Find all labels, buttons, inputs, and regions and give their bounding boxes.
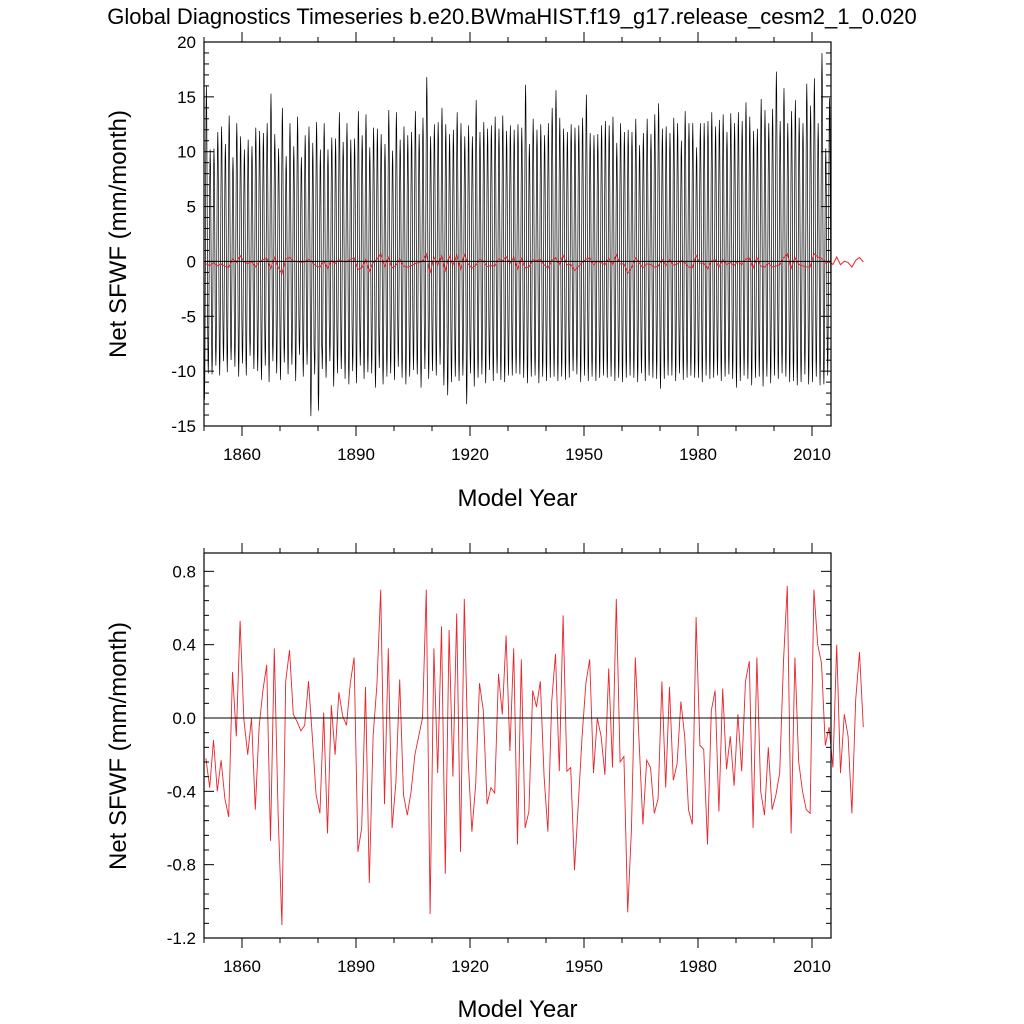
x-tick-labels: 1860 1890 1920 1950 1980 2010 xyxy=(223,445,831,464)
y-tick-label: 0.0 xyxy=(172,709,196,728)
y-tick-labels: -15 -10 -5 0 5 10 15 20 xyxy=(171,33,196,436)
figure-title: Global Diagnostics Timeseries b.e20.BWma… xyxy=(107,4,917,29)
y-tick-label: -1.2 xyxy=(167,929,196,948)
plot-frame xyxy=(203,41,832,427)
y-tick-label: -0.4 xyxy=(167,782,196,801)
y-tick-label: 10 xyxy=(177,143,196,162)
x-tick-label: 2010 xyxy=(793,957,831,976)
x-tick-label: 1950 xyxy=(565,445,603,464)
x-tick-label: 1980 xyxy=(679,957,717,976)
y-tick-label: -5 xyxy=(181,307,196,326)
x-tick-label: 1920 xyxy=(451,957,489,976)
y-tick-label: 0.4 xyxy=(172,636,196,655)
panel-monthly: -15 -10 -5 0 5 10 15 20 1860 1890 1920 1950 1980 201… xyxy=(105,32,864,512)
x-axis-label: Model Year xyxy=(457,996,577,1023)
x-tick-label: 1950 xyxy=(565,957,603,976)
x-tick-label: 2010 xyxy=(793,445,831,464)
x-tick-labels: 1860 1890 1920 1950 1980 2010 xyxy=(223,957,831,976)
y-tick-label: 0 xyxy=(187,252,196,271)
x-tick-label: 1860 xyxy=(223,957,261,976)
y-tick-label: 20 xyxy=(177,33,196,52)
y-tick-label: -0.8 xyxy=(167,856,196,875)
y-tick-label: 5 xyxy=(187,198,196,217)
axis-ticks xyxy=(203,543,831,948)
x-tick-label: 1920 xyxy=(451,445,489,464)
y-tick-labels: -1.2 -0.8 -0.4 0.0 0.4 0.8 xyxy=(167,562,196,948)
annual-mean-overlay-group xyxy=(205,252,864,276)
annual-mean-overlay-line xyxy=(205,252,864,276)
annual-mean-series-group xyxy=(205,585,864,926)
x-tick-label: 1980 xyxy=(679,445,717,464)
panel-annual-mean: -1.2 -0.8 -0.4 0.0 0.4 0.8 1860 1890 1920 1950 19… xyxy=(105,543,864,1023)
y-tick-label: 0.8 xyxy=(172,562,196,581)
annual-mean-line xyxy=(205,585,864,926)
x-axis-label: Model Year xyxy=(457,485,577,512)
y-tick-label: 15 xyxy=(177,88,196,107)
axis-ticks xyxy=(203,32,831,436)
x-tick-label: 1890 xyxy=(337,957,375,976)
x-tick-label: 1890 xyxy=(337,445,375,464)
y-tick-label: -10 xyxy=(171,362,196,381)
y-axis-label: Net SFWF (mm/month) xyxy=(105,622,132,870)
y-axis-label: Net SFWF (mm/month) xyxy=(105,110,132,358)
y-tick-label: -15 xyxy=(171,417,196,436)
plot-frame xyxy=(203,552,832,939)
x-tick-label: 1860 xyxy=(223,445,261,464)
monthly-series-group xyxy=(203,52,832,417)
monthly-series-line xyxy=(203,52,832,417)
